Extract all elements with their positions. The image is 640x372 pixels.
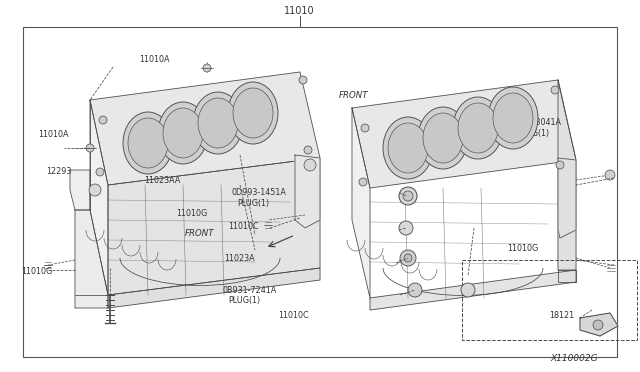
Text: 11023A: 11023A — [224, 254, 255, 263]
Polygon shape — [108, 158, 320, 295]
Text: 11010C: 11010C — [228, 222, 259, 231]
Polygon shape — [352, 80, 576, 188]
Circle shape — [461, 283, 475, 297]
Circle shape — [404, 254, 412, 262]
Text: 12293: 12293 — [46, 167, 72, 176]
Text: 11010G: 11010G — [21, 267, 52, 276]
Circle shape — [304, 159, 316, 171]
Circle shape — [359, 178, 367, 186]
Polygon shape — [370, 270, 576, 310]
Circle shape — [605, 170, 615, 180]
Circle shape — [361, 124, 369, 132]
Ellipse shape — [123, 112, 173, 174]
Ellipse shape — [198, 98, 238, 148]
Polygon shape — [75, 210, 108, 308]
Ellipse shape — [388, 123, 428, 173]
Text: 11010A: 11010A — [38, 130, 69, 139]
Circle shape — [304, 146, 312, 154]
Text: PLUG(1): PLUG(1) — [517, 129, 549, 138]
Polygon shape — [108, 268, 320, 308]
Polygon shape — [90, 72, 320, 185]
Circle shape — [399, 187, 417, 205]
Circle shape — [400, 250, 416, 266]
Polygon shape — [70, 170, 90, 210]
Text: FRONT: FRONT — [339, 92, 369, 100]
Ellipse shape — [233, 88, 273, 138]
Ellipse shape — [163, 108, 203, 158]
Text: 11010G: 11010G — [176, 209, 207, 218]
Ellipse shape — [128, 118, 168, 168]
Ellipse shape — [453, 97, 503, 159]
Ellipse shape — [418, 107, 468, 169]
Polygon shape — [352, 108, 370, 298]
Text: PLUG(1): PLUG(1) — [237, 199, 269, 208]
Ellipse shape — [193, 92, 243, 154]
Text: 0B931-3041A: 0B931-3041A — [508, 118, 561, 127]
Circle shape — [99, 116, 107, 124]
Text: X110002G: X110002G — [551, 355, 598, 363]
Circle shape — [299, 76, 307, 84]
Text: 18121: 18121 — [549, 311, 574, 320]
Polygon shape — [295, 155, 320, 228]
Polygon shape — [558, 80, 576, 270]
Ellipse shape — [423, 113, 463, 163]
Polygon shape — [558, 158, 576, 238]
Ellipse shape — [488, 87, 538, 149]
Circle shape — [86, 144, 94, 152]
Text: 11010: 11010 — [284, 6, 315, 16]
Polygon shape — [558, 270, 576, 282]
Text: 11023: 11023 — [146, 150, 171, 159]
Circle shape — [408, 283, 422, 297]
Text: 11010C: 11010C — [278, 311, 308, 320]
Circle shape — [556, 161, 564, 169]
Polygon shape — [90, 100, 108, 295]
Circle shape — [203, 64, 211, 72]
Polygon shape — [580, 313, 618, 336]
Circle shape — [403, 191, 413, 201]
Circle shape — [89, 184, 101, 196]
Text: 11010G: 11010G — [508, 244, 539, 253]
Ellipse shape — [493, 93, 533, 143]
Bar — [23, 27, 617, 357]
Text: 0D993-1451A: 0D993-1451A — [232, 188, 287, 197]
Ellipse shape — [158, 102, 208, 164]
Circle shape — [399, 221, 413, 235]
Circle shape — [551, 86, 559, 94]
Text: 11023AA: 11023AA — [145, 176, 181, 185]
Ellipse shape — [458, 103, 498, 153]
Text: PLUG(1): PLUG(1) — [228, 296, 260, 305]
Circle shape — [593, 320, 603, 330]
Circle shape — [96, 168, 104, 176]
Bar — [462, 260, 637, 340]
Text: 0B931-7241A: 0B931-7241A — [223, 286, 277, 295]
Ellipse shape — [228, 82, 278, 144]
Ellipse shape — [383, 117, 433, 179]
Text: FRONT: FRONT — [184, 229, 214, 238]
Text: 11010A: 11010A — [140, 55, 170, 64]
